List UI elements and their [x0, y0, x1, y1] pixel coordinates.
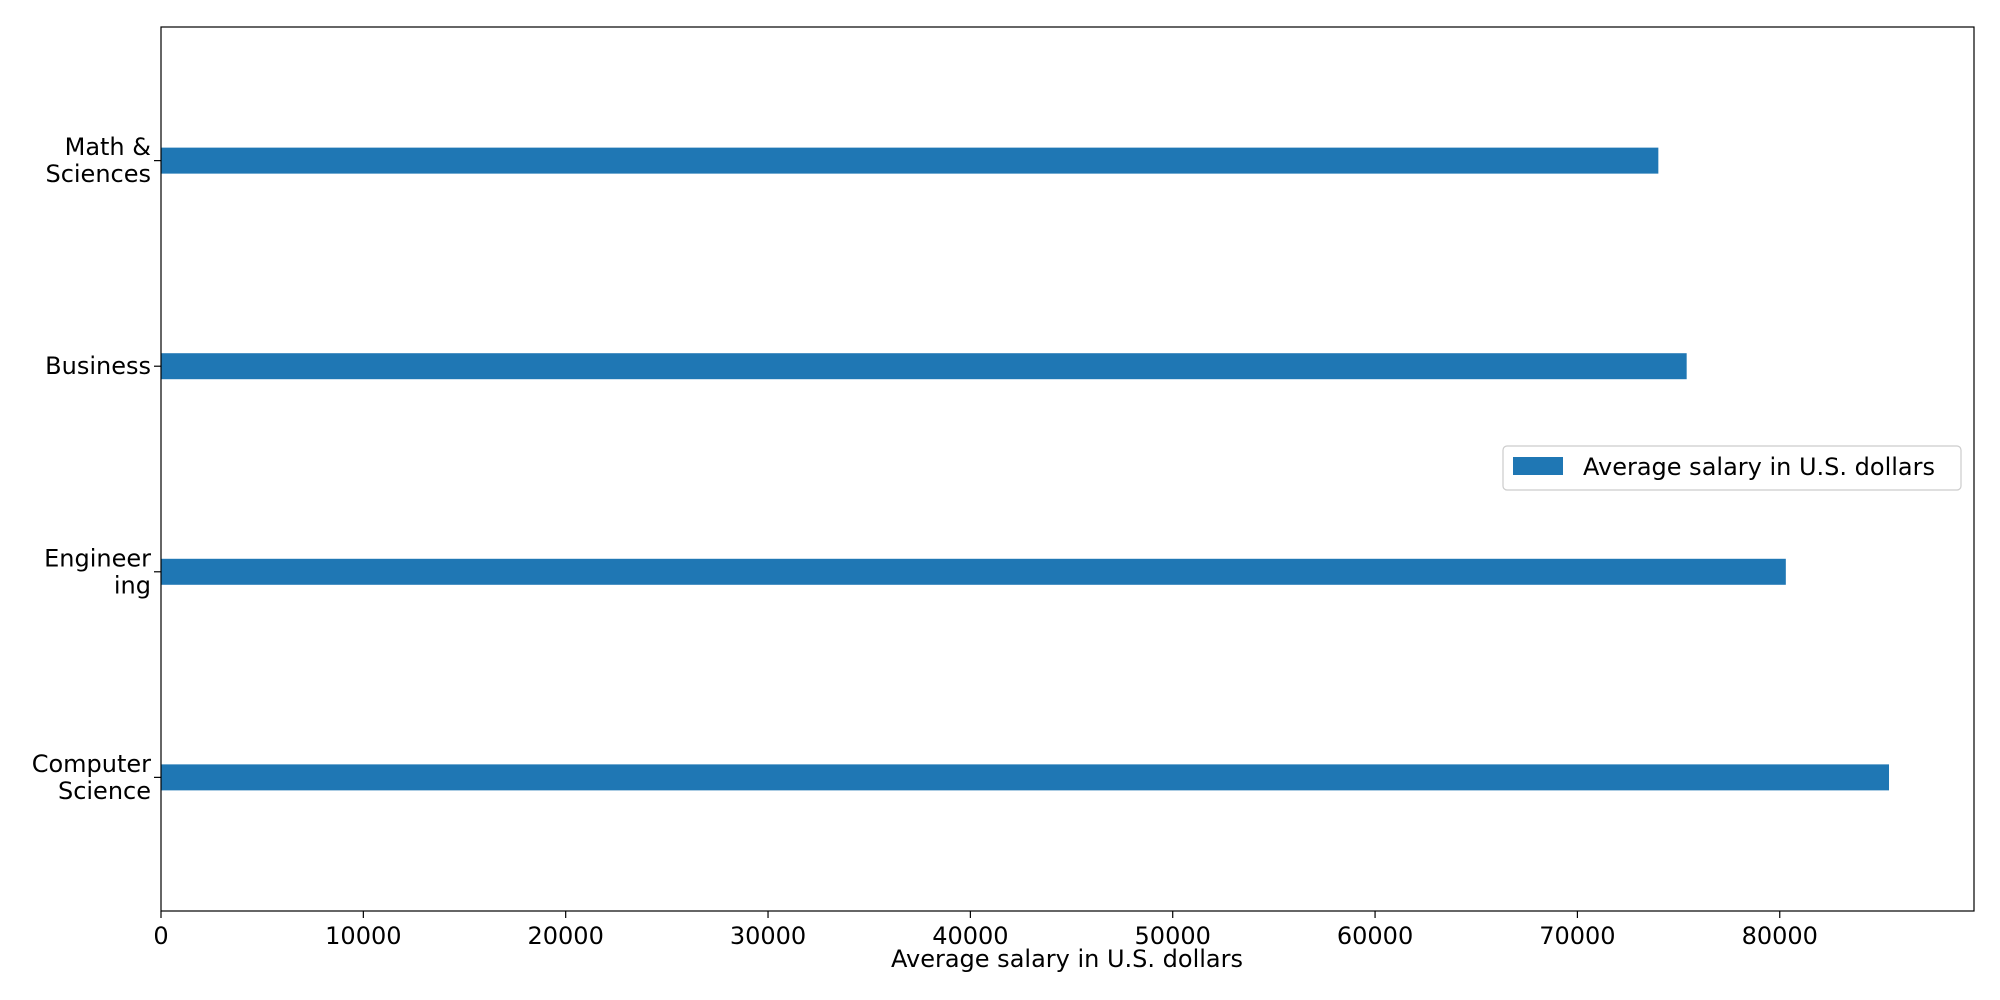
bars-layer: [161, 147, 1890, 791]
bar: [161, 147, 1659, 174]
x-tick-label: 40000: [932, 922, 1008, 950]
y-tick-label: Science: [58, 777, 151, 805]
x-tick-label: 70000: [1539, 922, 1615, 950]
x-axis-ticks: 0 10000 20000 30000 40000 50000 60000 70000 8000…: [153, 911, 1818, 950]
x-tick-label: 0: [153, 922, 168, 950]
y-tick-label: ing: [114, 571, 151, 599]
x-tick-label: 60000: [1337, 922, 1413, 950]
x-tick-label: 10000: [325, 922, 401, 950]
y-tick-label: Engineer: [44, 544, 151, 572]
plot-frame: [160, 26, 1975, 912]
x-tick-label: 80000: [1742, 922, 1818, 950]
y-tick-label: Math &: [65, 133, 151, 161]
legend-label: Average salary in U.S. dollars: [1583, 453, 1935, 481]
legend-swatch: [1513, 457, 1563, 475]
y-tick-label: Business: [45, 352, 151, 380]
legend-box: [1502, 445, 1962, 491]
x-tick-label: 50000: [1135, 922, 1211, 950]
x-tick-label: 20000: [528, 922, 604, 950]
bar: [161, 558, 1786, 585]
x-tick-label: 30000: [730, 922, 806, 950]
bar: [161, 764, 1890, 791]
bar: [161, 353, 1687, 380]
legend: Average salary in U.S. dollars: [1502, 445, 1962, 491]
y-tick-label: Sciences: [45, 160, 151, 188]
y-tick-label: Computer: [32, 750, 151, 778]
x-axis-label: Average salary in U.S. dollars: [891, 945, 1243, 973]
